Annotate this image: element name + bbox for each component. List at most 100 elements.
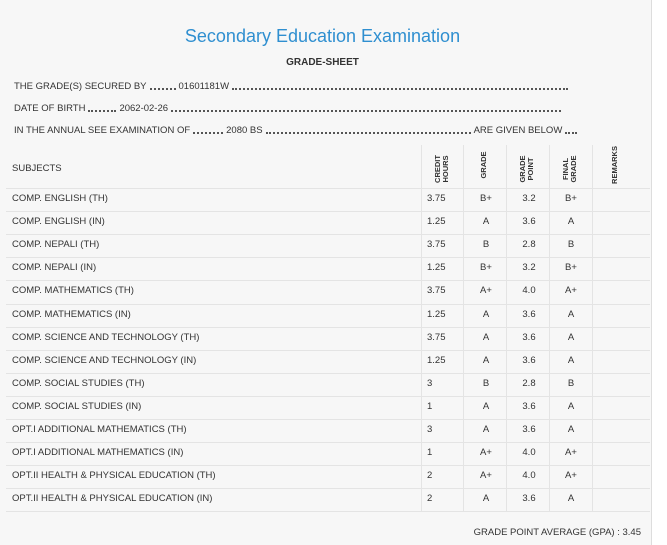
subject: COMP. NEPALI (IN) (12, 262, 97, 274)
cell: 3.2 (522, 262, 536, 274)
info-label: DATE OF BIRTH (14, 103, 86, 114)
cell: 3.6 (522, 493, 536, 505)
row-divider (6, 372, 650, 374)
cell: 3.6 (522, 216, 536, 228)
cell: A+ (565, 470, 577, 482)
subject: COMP. SOCIAL STUDIES (TH) (12, 377, 145, 389)
cell: B+ (480, 193, 492, 204)
cell: 2.8 (522, 377, 536, 389)
subject: COMP. MATHEMATICS (TH) (12, 285, 134, 297)
info-value: 2080 BS (226, 125, 263, 136)
cell: A (482, 424, 490, 435)
cell: B (567, 377, 575, 389)
cell: 3.75 (427, 239, 446, 251)
info-value: 2062-02-26 (119, 103, 169, 114)
subject: COMP. SCIENCE AND TECHNOLOGY (TH) (12, 331, 200, 343)
cell: A (482, 493, 490, 505)
cell: 2.8 (522, 239, 536, 251)
column-divider (549, 145, 550, 512)
row-divider (6, 511, 650, 513)
cell: 3.6 (522, 424, 536, 435)
column-header: FINAL GRADE (561, 155, 578, 183)
subject: COMP. SCIENCE AND TECHNOLOGY (IN) (12, 354, 197, 366)
dots (565, 129, 578, 134)
cell: B+ (565, 193, 577, 204)
cell: 3.6 (522, 354, 536, 366)
row-divider (6, 234, 650, 236)
dots (232, 85, 569, 90)
grade-sheet: Secondary Education Examination GRADE-SH… (6, 0, 652, 545)
row-divider (6, 419, 650, 420)
dots (193, 129, 224, 134)
row-divider (6, 349, 650, 351)
cell: 2 (427, 493, 433, 505)
cell: 3 (427, 377, 433, 389)
cell: A (567, 400, 575, 412)
cell: 3 (427, 424, 433, 435)
info-label: IN THE ANNUAL SEE EXAMINATION OF (14, 125, 191, 136)
cell: 1.25 (427, 308, 446, 320)
column-header: SUBJECTS (12, 163, 62, 174)
row-divider (6, 303, 650, 305)
subject: OPT.II HEALTH & PHYSICAL EDUCATION (IN) (12, 493, 213, 505)
column-header: REMARKS (610, 146, 619, 184)
cell: 3.6 (522, 331, 536, 343)
header-divider (6, 188, 650, 189)
cell: 2 (427, 470, 433, 482)
info-label: THE GRADE(S) SECURED BY (14, 81, 147, 92)
cell: A (567, 493, 575, 505)
info-value: 01601181W (178, 81, 230, 92)
info-line: DATE OF BIRTH 2062-02-26 (14, 102, 564, 114)
cell: A+ (480, 447, 492, 459)
dots (265, 129, 471, 134)
cell: 1 (427, 400, 433, 412)
dots (149, 85, 176, 90)
cell: 1 (427, 447, 433, 459)
subject: OPT.I ADDITIONAL MATHEMATICS (TH) (12, 424, 187, 435)
gpa-label: GRADE POINT AVERAGE (GPA) : (473, 527, 620, 538)
gpa-value: 3.45 (622, 527, 642, 538)
row-divider (6, 326, 650, 328)
subject: OPT.I ADDITIONAL MATHEMATICS (IN) (12, 447, 184, 459)
cell: 1.25 (427, 216, 446, 228)
subject: OPT.II HEALTH & PHYSICAL EDUCATION (TH) (12, 470, 216, 482)
info-line: THE GRADE(S) SECURED BY 01601181W (14, 80, 571, 92)
row-divider (6, 488, 650, 490)
row-divider (6, 211, 650, 213)
subject: COMP. SOCIAL STUDIES (IN) (12, 400, 142, 412)
cell: 3.6 (522, 308, 536, 320)
cell: B (482, 239, 490, 251)
row-divider (6, 465, 650, 467)
cell: A (567, 308, 575, 320)
row-divider (6, 442, 650, 444)
cell: A (567, 331, 575, 343)
column-divider (506, 145, 507, 512)
title: Secondary Education Examination (184, 26, 461, 46)
subject: COMP. MATHEMATICS (IN) (12, 308, 131, 320)
cell: A+ (565, 285, 577, 297)
info-suffix: ARE GIVEN BELOW (473, 125, 563, 136)
cell: A (482, 331, 490, 343)
cell: 3.75 (427, 193, 446, 204)
cell: B+ (480, 262, 492, 274)
gpa: GRADE POINT AVERAGE (GPA) : 3.45 (474, 527, 641, 538)
cell: 3.75 (427, 285, 446, 297)
cell: B+ (565, 262, 577, 274)
cell: 1.25 (427, 262, 446, 274)
column-divider (592, 145, 593, 512)
cell: B (567, 239, 575, 251)
cell: 4.0 (522, 470, 536, 482)
cell: A+ (480, 470, 492, 482)
column-divider (421, 145, 422, 512)
column-header: GRADE (479, 151, 488, 179)
cell: A (482, 308, 490, 320)
cell: B (482, 377, 490, 389)
dots (171, 107, 562, 112)
cell: 3.6 (522, 400, 536, 412)
subtitle: GRADE-SHEET (286, 57, 359, 68)
subject: COMP. NEPALI (TH) (12, 239, 100, 251)
cell: A+ (565, 447, 577, 459)
cell: 4.0 (522, 285, 536, 297)
subject: COMP. ENGLISH (IN) (12, 216, 105, 228)
